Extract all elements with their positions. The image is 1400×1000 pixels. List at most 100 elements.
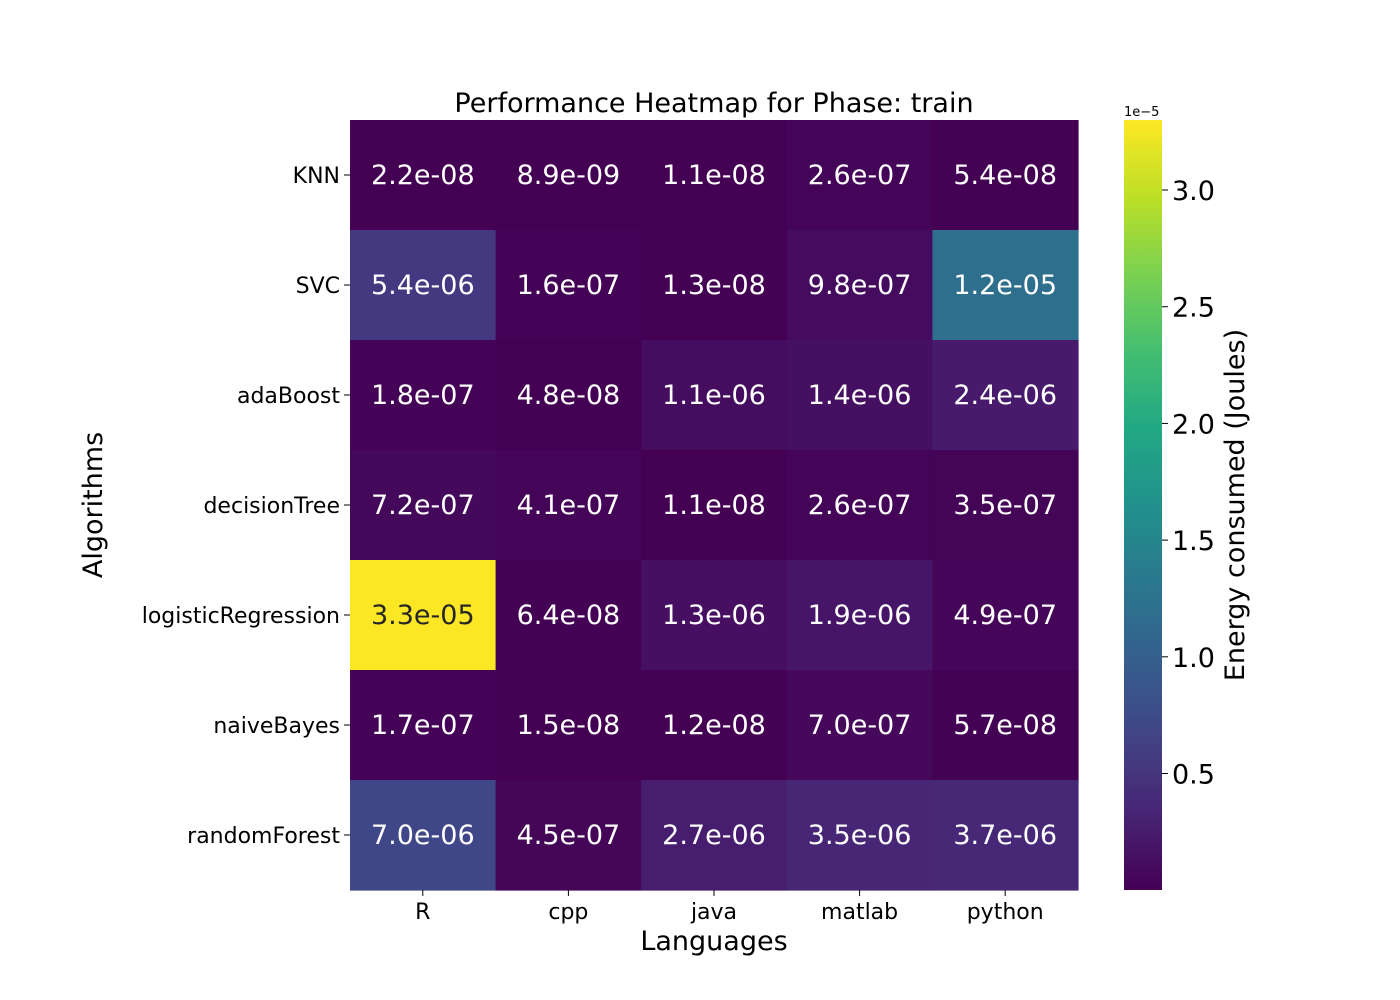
cell-value-label: 1.1e-08	[662, 160, 766, 191]
heatmap-cell-decisionTree-matlab	[786, 450, 933, 561]
cell-value-label: 4.5e-07	[517, 820, 621, 851]
x-tick-label: python	[967, 900, 1044, 925]
cell-value-label: 5.4e-06	[371, 270, 475, 301]
colorbar-label: Energy consumed (Joules)	[1220, 329, 1251, 681]
y-tick-label: decisionTree	[203, 494, 340, 519]
cell-value-label: 1.7e-07	[371, 710, 475, 741]
heatmap-cells	[350, 120, 1079, 891]
cell-value-label: 7.2e-07	[371, 490, 475, 521]
cell-value-label: 1.9e-06	[808, 600, 912, 631]
colorbar-offset-text: 1e−5	[1124, 105, 1159, 120]
cell-value-label: 1.1e-06	[662, 380, 766, 411]
y-tick-label: randomForest	[187, 824, 340, 849]
heatmap-cell-KNN-cpp	[495, 120, 642, 231]
heatmap-cell-decisionTree-cpp	[495, 450, 642, 561]
y-axis-label: Algorithms	[78, 432, 109, 578]
colorbar-tick-label: 3.0	[1172, 176, 1215, 207]
heatmap-cell-decisionTree-python	[932, 450, 1079, 561]
cell-value-label: 5.4e-08	[953, 160, 1057, 191]
cell-value-label: 4.8e-08	[517, 380, 621, 411]
heatmap-cell-naiveBayes-python	[932, 670, 1079, 781]
heatmap-cell-naiveBayes-java	[641, 670, 788, 781]
heatmap-cell-logisticRegression-R	[350, 560, 497, 671]
x-tick-label: cpp	[548, 900, 588, 925]
cell-value-label: 6.4e-08	[517, 600, 621, 631]
heatmap-cell-KNN-matlab	[786, 120, 933, 231]
heatmap-cell-KNN-python	[932, 120, 1079, 231]
y-tick-label: adaBoost	[237, 384, 340, 409]
x-tick-label: matlab	[821, 900, 898, 925]
cell-value-label: 4.9e-07	[953, 600, 1057, 631]
cell-value-label: 2.4e-06	[953, 380, 1057, 411]
cell-value-label: 7.0e-06	[371, 820, 475, 851]
heatmap-cell-logisticRegression-matlab	[786, 560, 933, 671]
y-tick-label: SVC	[296, 274, 340, 299]
heatmap-cell-randomForest-cpp	[495, 780, 642, 891]
heatmap-cell-randomForest-R	[350, 780, 497, 891]
heatmap-cell-labels: 2.2e-08 8.9e-09 1.1e-08 2.6e-07 5.4e-08 5.4e-…	[371, 160, 1057, 851]
heatmap-cell-naiveBayes-R	[350, 670, 497, 781]
cell-value-label: 1.2e-05	[953, 270, 1057, 301]
cell-value-label: 1.6e-07	[517, 270, 621, 301]
heatmap-cell-logisticRegression-cpp	[495, 560, 642, 671]
colorbar-tick-label: 2.5	[1172, 293, 1215, 324]
heatmap-cell-randomForest-matlab	[786, 780, 933, 891]
heatmap-cell-SVC-R	[350, 230, 497, 341]
cell-value-label: 9.8e-07	[808, 270, 912, 301]
colorbar: 0.5 1.0 1.5 2.0 2.5 3.0 1e−5 Energy consumed …	[1124, 105, 1251, 890]
cell-value-label: 2.7e-06	[662, 820, 766, 851]
chart-title: Performance Heatmap for Phase: train	[454, 88, 973, 119]
cell-value-label: 1.5e-08	[517, 710, 621, 741]
cell-value-label: 4.1e-07	[517, 490, 621, 521]
y-tick-label: naiveBayes	[213, 714, 340, 739]
y-tick-label: logisticRegression	[142, 604, 340, 629]
heatmap-cell-randomForest-java	[641, 780, 788, 891]
heatmap-cell-SVC-matlab	[786, 230, 933, 341]
colorbar-tick-label: 1.0	[1172, 643, 1215, 674]
heatmap-cell-naiveBayes-cpp	[495, 670, 642, 781]
x-axis-label: Languages	[640, 926, 787, 957]
heatmap-cell-adaBoost-python	[932, 340, 1079, 451]
heatmap-cell-naiveBayes-matlab	[786, 670, 933, 781]
heatmap-cell-SVC-cpp	[495, 230, 642, 341]
cell-value-label: 2.2e-08	[371, 160, 475, 191]
cell-value-label: 3.5e-06	[808, 820, 912, 851]
colorbar-tick-label: 0.5	[1172, 760, 1215, 791]
y-tick-label: KNN	[293, 164, 340, 189]
heatmap-cell-adaBoost-matlab	[786, 340, 933, 451]
heatmap-cell-SVC-python	[932, 230, 1079, 341]
cell-value-label: 7.0e-07	[808, 710, 912, 741]
cell-value-label: 3.7e-06	[953, 820, 1057, 851]
cell-value-label: 3.5e-07	[953, 490, 1057, 521]
cell-value-label: 2.6e-07	[808, 490, 912, 521]
cell-value-label: 1.4e-06	[808, 380, 912, 411]
heatmap-cell-randomForest-python	[932, 780, 1079, 891]
y-axis: KNN SVC adaBoost decisionTree logisticRegres…	[142, 164, 350, 849]
cell-value-label: 5.7e-08	[953, 710, 1057, 741]
colorbar-gradient	[1124, 120, 1162, 890]
colorbar-ticks: 0.5 1.0 1.5 2.0 2.5 3.0	[1162, 176, 1215, 791]
cell-value-label: 1.1e-08	[662, 490, 766, 521]
heatmap-cell-logisticRegression-python	[932, 560, 1079, 671]
colorbar-tick-label: 2.0	[1172, 409, 1215, 440]
heatmap-cell-adaBoost-java	[641, 340, 788, 451]
cell-value-label: 3.3e-05	[371, 600, 475, 631]
heatmap-cell-KNN-java	[641, 120, 788, 231]
cell-value-label: 1.3e-08	[662, 270, 766, 301]
x-tick-label: R	[415, 900, 430, 925]
heatmap-cell-SVC-java	[641, 230, 788, 341]
heatmap-cell-logisticRegression-java	[641, 560, 788, 671]
cell-value-label: 8.9e-09	[517, 160, 621, 191]
x-tick-label: java	[690, 900, 737, 925]
cell-value-label: 1.8e-07	[371, 380, 475, 411]
heatmap-cell-adaBoost-cpp	[495, 340, 642, 451]
heatmap-cell-adaBoost-R	[350, 340, 497, 451]
colorbar-tick-label: 1.5	[1172, 526, 1215, 557]
cell-value-label: 1.3e-06	[662, 600, 766, 631]
heatmap-cell-decisionTree-R	[350, 450, 497, 561]
heatmap-cell-KNN-R	[350, 120, 497, 231]
heatmap-cell-decisionTree-java	[641, 450, 788, 561]
